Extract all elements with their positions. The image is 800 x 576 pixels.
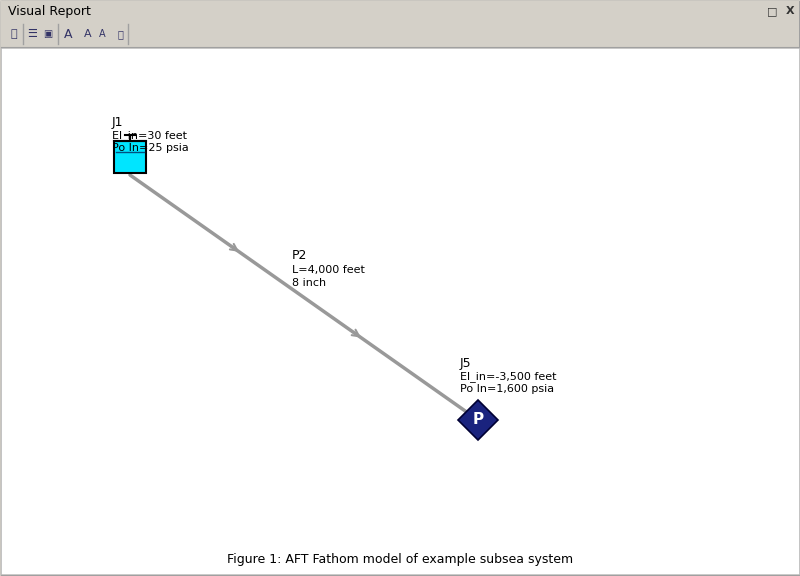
Text: P: P [473,412,483,427]
Text: 🔍: 🔍 [10,29,18,39]
Text: ▣: ▣ [43,29,53,39]
Bar [114,141,146,173]
Text: A: A [84,29,92,39]
Text: 8 inch: 8 inch [292,278,326,288]
Text: □: □ [766,6,778,16]
Text: El_in=30 feet: El_in=30 feet [112,130,187,141]
Bar [1,21,799,47]
Text: 📋: 📋 [117,29,123,39]
Text: P2: P2 [292,249,307,262]
Text: A: A [64,28,72,40]
Polygon shape [458,400,498,440]
Text: Visual Report: Visual Report [8,5,91,17]
Text: X: X [786,6,794,16]
Text: L=4,000 feet: L=4,000 feet [292,265,365,275]
Text: J5: J5 [460,357,472,370]
Text: Po In=25 psia: Po In=25 psia [112,143,189,153]
Text: A: A [98,29,106,39]
Text: ☰: ☰ [27,29,37,39]
Text: J1: J1 [112,116,123,129]
Text: Po In=1,600 psia: Po In=1,600 psia [460,384,554,394]
Bar [1,1,799,21]
Text: Figure 1: AFT Fathom model of example subsea system: Figure 1: AFT Fathom model of example su… [227,554,573,567]
Text: El_in=-3,500 feet: El_in=-3,500 feet [460,371,557,382]
